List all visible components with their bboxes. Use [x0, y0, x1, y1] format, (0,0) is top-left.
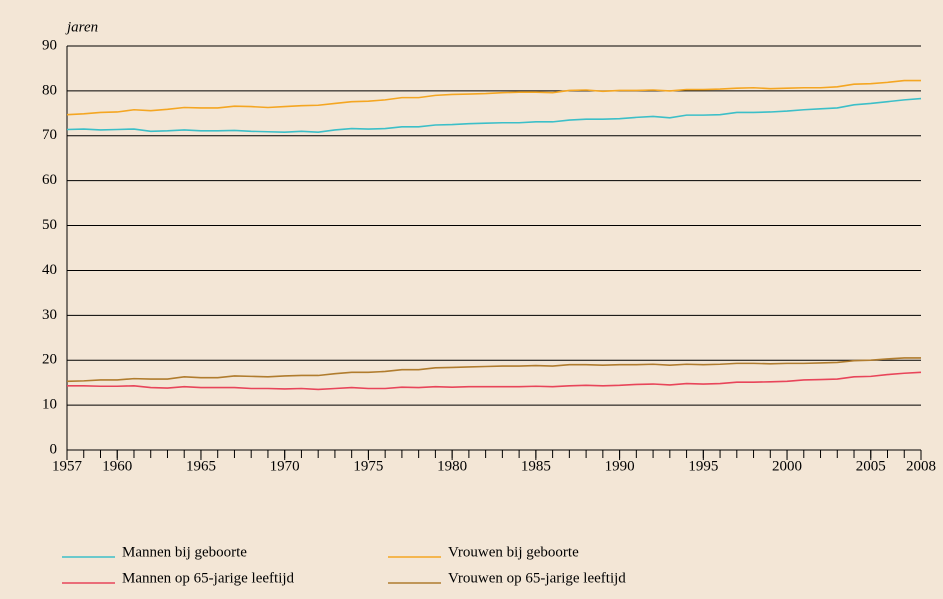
x-tick-label: 1990 — [605, 458, 635, 474]
x-tick-label: 1970 — [270, 458, 300, 474]
x-tick-label: 1985 — [521, 458, 551, 474]
legend-label: Vrouwen op 65-jarige leeftijd — [448, 570, 626, 586]
legend-label: Vrouwen bij geboorte — [448, 544, 579, 560]
legend-label: Mannen bij geboorte — [122, 544, 247, 560]
x-tick-label: 1957 — [52, 458, 83, 474]
series-line — [66, 97, 922, 133]
series-line — [66, 79, 921, 116]
x-tick-label: 1995 — [688, 458, 718, 474]
legend-label: Mannen op 65-jarige leeftijd — [122, 570, 295, 586]
x-tick-label: 1980 — [437, 458, 467, 474]
y-tick-label: 20 — [42, 352, 57, 368]
series-line — [67, 371, 922, 391]
x-tick-label: 1960 — [102, 458, 132, 474]
x-tick-label: 1975 — [353, 458, 383, 474]
y-tick-label: 10 — [42, 397, 57, 413]
y-tick-label: 30 — [42, 307, 57, 323]
x-tick-label: 1965 — [186, 458, 216, 474]
x-tick-label: 2008 — [906, 458, 936, 474]
y-tick-label: 40 — [42, 262, 57, 278]
y-axis-label: jaren — [65, 19, 98, 35]
y-tick-label: 50 — [42, 217, 57, 233]
x-tick-label: 2005 — [856, 458, 886, 474]
y-tick-label: 0 — [50, 441, 58, 457]
x-tick-label: 2000 — [772, 458, 802, 474]
y-tick-label: 70 — [42, 127, 57, 143]
y-tick-label: 80 — [42, 82, 57, 98]
series-line — [66, 357, 921, 383]
y-tick-label: 60 — [42, 172, 57, 188]
y-tick-label: 90 — [42, 37, 57, 53]
